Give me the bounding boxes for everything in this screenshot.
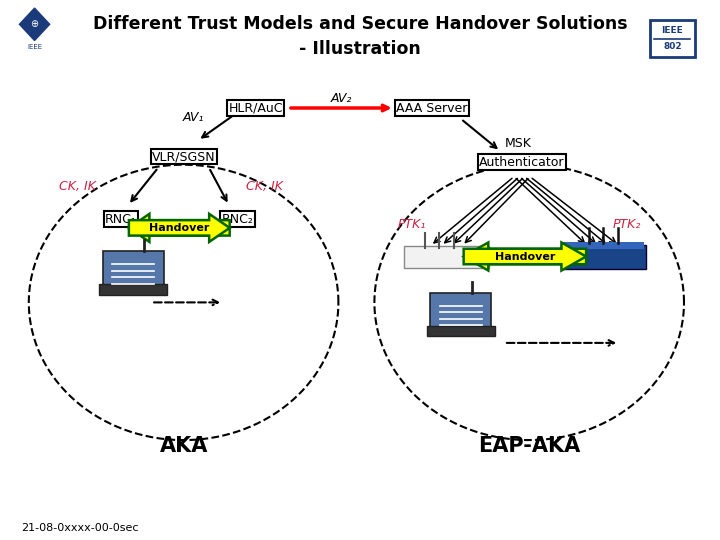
Polygon shape xyxy=(19,8,50,40)
Text: IEEE: IEEE xyxy=(27,44,42,50)
FancyBboxPatch shape xyxy=(427,326,495,336)
Text: AV₂: AV₂ xyxy=(330,92,352,105)
FancyArrow shape xyxy=(129,214,230,242)
FancyBboxPatch shape xyxy=(561,245,646,269)
Text: AKA: AKA xyxy=(159,435,208,456)
FancyArrow shape xyxy=(129,214,230,242)
Text: RNC₂: RNC₂ xyxy=(222,213,253,226)
Text: ⊕: ⊕ xyxy=(30,19,39,29)
FancyBboxPatch shape xyxy=(99,284,167,295)
Text: - Illustration: - Illustration xyxy=(299,39,421,58)
Text: RNC₁: RNC₁ xyxy=(105,213,137,226)
Text: CK, IK: CK, IK xyxy=(59,180,96,193)
FancyBboxPatch shape xyxy=(404,246,489,268)
Text: PTK₁: PTK₁ xyxy=(397,218,426,231)
FancyBboxPatch shape xyxy=(102,251,163,289)
FancyArrow shape xyxy=(464,242,586,271)
Text: EAP-AKA: EAP-AKA xyxy=(478,435,580,456)
Text: CK, IK: CK, IK xyxy=(246,180,284,193)
Text: IEEE: IEEE xyxy=(662,26,683,35)
Text: HLR/AuC: HLR/AuC xyxy=(228,102,283,114)
FancyBboxPatch shape xyxy=(650,20,695,57)
FancyBboxPatch shape xyxy=(562,242,644,249)
Text: Different Trust Models and Secure Handover Solutions: Different Trust Models and Secure Handov… xyxy=(93,15,627,33)
Text: PTK₂: PTK₂ xyxy=(612,218,641,231)
Text: AAA Server: AAA Server xyxy=(396,102,468,114)
Text: Handover: Handover xyxy=(495,252,555,261)
Text: 802: 802 xyxy=(663,42,682,51)
FancyBboxPatch shape xyxy=(431,293,491,330)
FancyArrow shape xyxy=(464,242,586,271)
Text: AV₁: AV₁ xyxy=(182,111,204,124)
Text: 21-08-0xxxx-00-0sec: 21-08-0xxxx-00-0sec xyxy=(22,523,139,533)
Text: VLR/SGSN: VLR/SGSN xyxy=(152,150,215,163)
Text: Authenticator: Authenticator xyxy=(480,156,564,168)
Text: MSK: MSK xyxy=(505,137,532,150)
Text: Handover: Handover xyxy=(149,223,210,233)
